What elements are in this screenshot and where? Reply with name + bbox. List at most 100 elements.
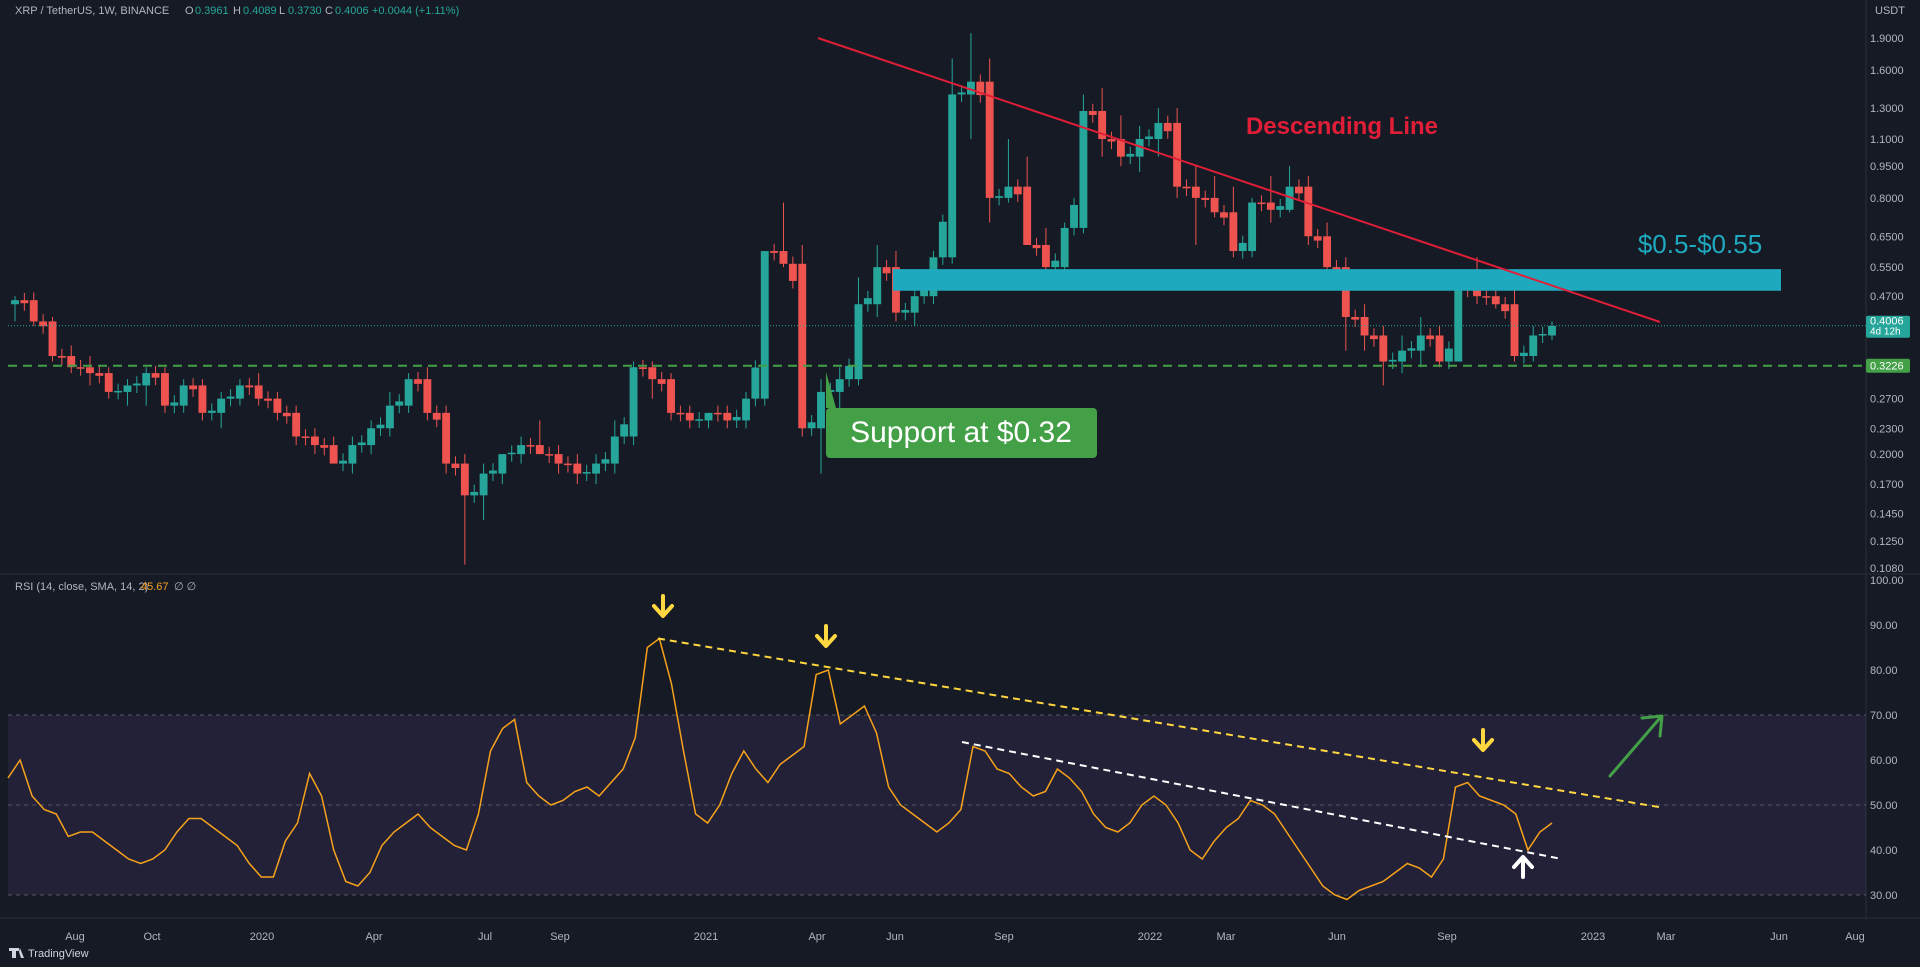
candle-body	[132, 383, 141, 386]
candle-body	[967, 81, 975, 95]
candle-body	[198, 385, 207, 413]
candle-body	[920, 289, 929, 297]
candle-body	[451, 463, 460, 469]
candle-body	[20, 300, 29, 304]
candle-body	[648, 367, 657, 380]
candle-body	[507, 452, 516, 455]
price-tick-label: 0.1450	[1870, 509, 1904, 521]
price-tick-label: 0.8000	[1870, 193, 1904, 205]
rsi-tick-label: 60.00	[1870, 755, 1898, 767]
candle-body	[151, 373, 160, 378]
candle-body	[367, 428, 376, 446]
candle-body	[573, 463, 582, 474]
candle-body	[704, 412, 713, 421]
high-value: 0.4089	[243, 5, 277, 17]
candle-body	[854, 304, 863, 380]
candle-body	[76, 367, 85, 369]
descending-line	[817, 37, 1661, 323]
support-price-value: 0.3226	[1870, 361, 1904, 373]
candle-body	[901, 310, 910, 313]
candle-body	[479, 473, 488, 496]
candle-body	[348, 445, 357, 464]
rsi-tick-label: 30.00	[1870, 890, 1898, 902]
close-label: C	[325, 5, 333, 17]
candle-body	[667, 379, 675, 413]
candle-body	[685, 412, 694, 421]
candle-body	[442, 412, 451, 464]
up-arrow-icon	[1512, 855, 1534, 879]
rsi-value: 45.67	[141, 581, 169, 593]
candle-body	[1276, 206, 1285, 210]
candle-body	[432, 412, 441, 420]
down-arrow-icon	[1472, 728, 1494, 752]
candle-body	[254, 385, 263, 399]
candle-body	[985, 81, 994, 198]
candle-body	[638, 367, 647, 369]
support-callout-box	[826, 408, 1097, 458]
candle-body	[1220, 212, 1228, 218]
tradingview-icon	[9, 948, 24, 958]
candle-body	[1126, 153, 1135, 157]
candle-body	[414, 379, 422, 384]
price-tick-label: 0.2700	[1870, 394, 1904, 406]
candle-body	[29, 300, 38, 322]
currency-label: USDT	[1875, 5, 1905, 17]
ohlc-readout: O 0.3961 H 0.4089 L 0.3730 C 0.4006 +0.0…	[185, 5, 459, 17]
time-tick-label: Sep	[994, 931, 1014, 943]
candle-body	[817, 391, 825, 429]
down-arrow-icon	[652, 594, 674, 618]
candle-body	[301, 436, 310, 438]
time-tick-label: Sep	[550, 931, 570, 943]
time-tick-label: Jun	[886, 931, 904, 943]
price-tick-label: 0.1080	[1870, 563, 1904, 575]
candle-body	[282, 412, 291, 417]
price-tick-label: 1.1000	[1870, 134, 1904, 146]
candle-body	[976, 81, 985, 96]
candle-body	[957, 92, 966, 95]
candle-body	[39, 321, 48, 327]
current-price-value: 0.4006	[1870, 316, 1904, 328]
candle-body	[161, 373, 169, 406]
candle-body	[1304, 186, 1313, 237]
rsi-tick-label: 100.00	[1870, 575, 1904, 587]
candle-body	[189, 385, 198, 390]
candle-body	[592, 463, 600, 474]
candle-body	[723, 412, 732, 421]
candle-body	[1351, 316, 1360, 320]
candle-body	[1379, 335, 1388, 362]
candle-body	[526, 445, 535, 447]
candle-body	[339, 460, 347, 464]
candle-body	[1145, 136, 1153, 140]
symbol-title: XRP / TetherUS, 1W, BINANCE	[15, 5, 169, 17]
price-tick-label: 0.1700	[1870, 479, 1904, 491]
tradingview-logo[interactable]: TradingView	[9, 948, 89, 960]
candle-body	[807, 422, 816, 429]
candle-body	[732, 416, 741, 421]
candle-body	[1416, 335, 1425, 351]
candle-body	[1079, 111, 1088, 228]
candle-body	[1266, 202, 1275, 210]
candle-body	[554, 454, 563, 464]
candle-body	[535, 445, 544, 455]
candle-body	[517, 445, 526, 455]
candle-body	[1473, 288, 1481, 297]
current-price-tag	[1866, 315, 1910, 338]
candle-body	[1051, 260, 1060, 268]
candle-body	[770, 251, 779, 253]
support-price-tag	[1866, 358, 1910, 373]
candle-body	[357, 442, 366, 446]
candle-body	[226, 396, 235, 399]
time-tick-label: Apr	[808, 931, 825, 943]
candle-body	[1135, 139, 1144, 157]
candle-body	[1173, 122, 1182, 187]
candle-body	[460, 463, 469, 496]
branding-label: TradingView	[28, 948, 89, 960]
candle-body	[329, 445, 338, 464]
candle-body	[498, 454, 507, 474]
candle-body	[11, 300, 19, 305]
candle-body	[1529, 335, 1538, 357]
candle-body	[273, 398, 282, 413]
candle-body	[489, 470, 497, 474]
